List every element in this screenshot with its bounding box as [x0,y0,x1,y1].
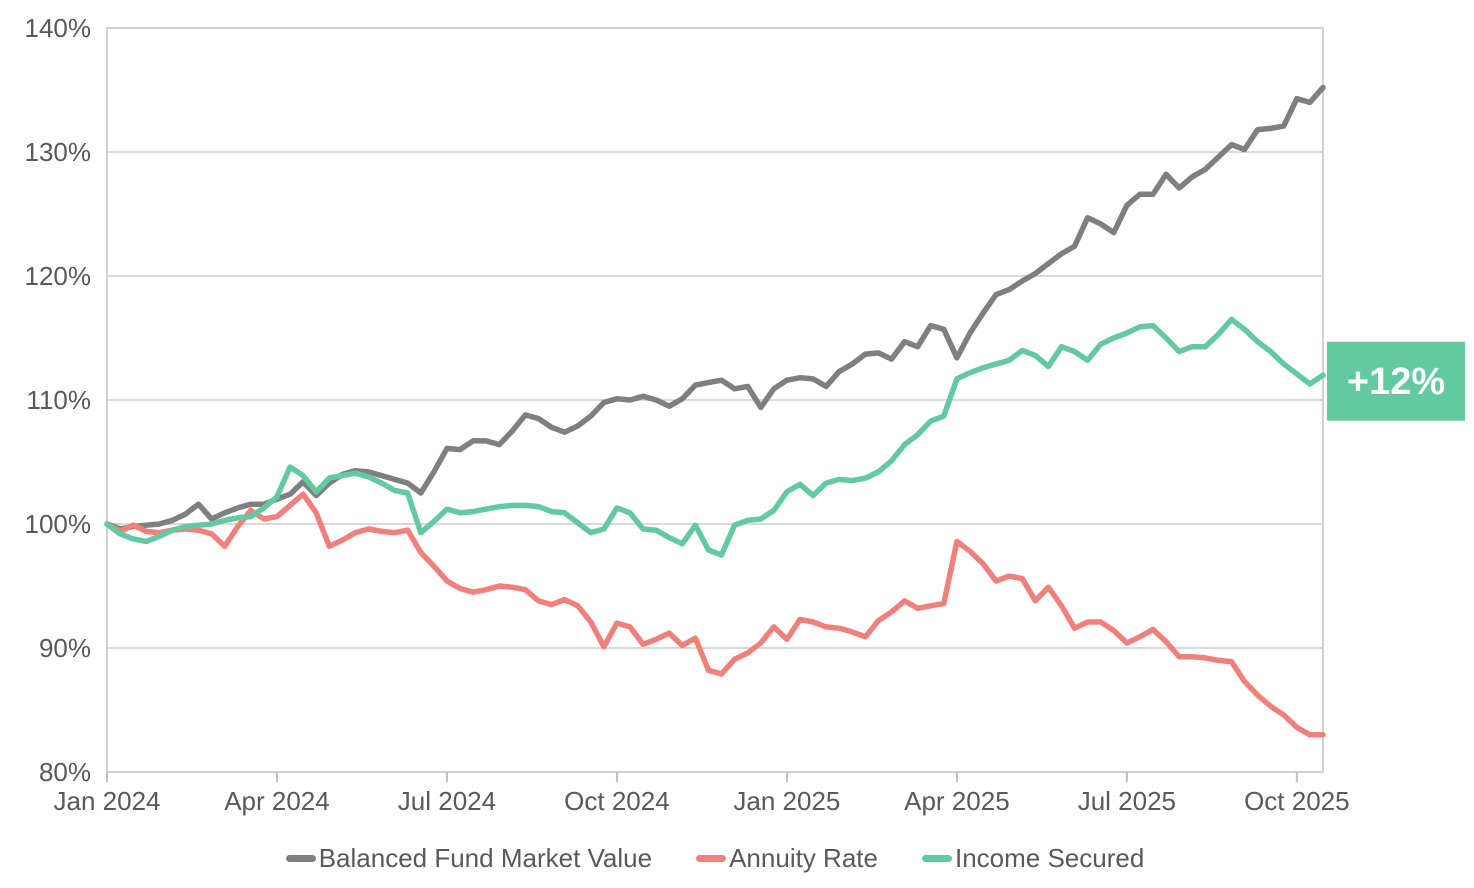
legend-label-2: Income Secured [954,842,1145,873]
x-axis-label-5: Apr 2025 [904,786,1010,816]
y-axis-label-2: 100% [25,509,92,539]
legend-label-1: Annuity Rate [729,842,878,873]
x-axis-label-2: Jul 2024 [398,786,496,816]
y-axis-label-4: 120% [25,261,92,291]
x-axis-label-4: Jan 2025 [733,786,840,816]
legend-marker-2 [921,854,952,862]
legend-marker-0 [285,854,316,862]
x-axis-label-0: Jan 2024 [54,786,161,816]
annotation-badge-label: +12% [1347,361,1445,403]
y-axis-label-0: 80% [39,757,91,787]
y-axis-label-6: 140% [25,13,92,43]
plot-border [106,27,1324,773]
y-axis-label-5: 130% [25,137,92,167]
series-line-0 [104,84,1326,532]
legend-item-2: Income Secured [921,842,1145,874]
annotation-badge [1327,341,1465,421]
legend-item-1: Annuity Rate [696,843,878,874]
x-axis-label-1: Apr 2024 [224,786,330,816]
series-line-2 [104,316,1326,558]
x-axis-label-6: Jul 2025 [1078,786,1176,816]
series-line-1 [104,491,1326,738]
x-axis-label-7: Oct 2025 [1244,786,1350,816]
legend-label-0: Balanced Fund Market Value [318,842,653,873]
chart-legend: Balanced Fund Market Value Annuity Rate In… [107,840,1323,876]
legend-item-0: Balanced Fund Market Value [285,842,653,874]
y-axis-label-3: 110% [26,385,91,415]
y-axis-label-1: 90% [39,633,91,663]
x-axis-label-3: Oct 2024 [564,786,670,816]
legend-marker-1 [696,854,727,862]
